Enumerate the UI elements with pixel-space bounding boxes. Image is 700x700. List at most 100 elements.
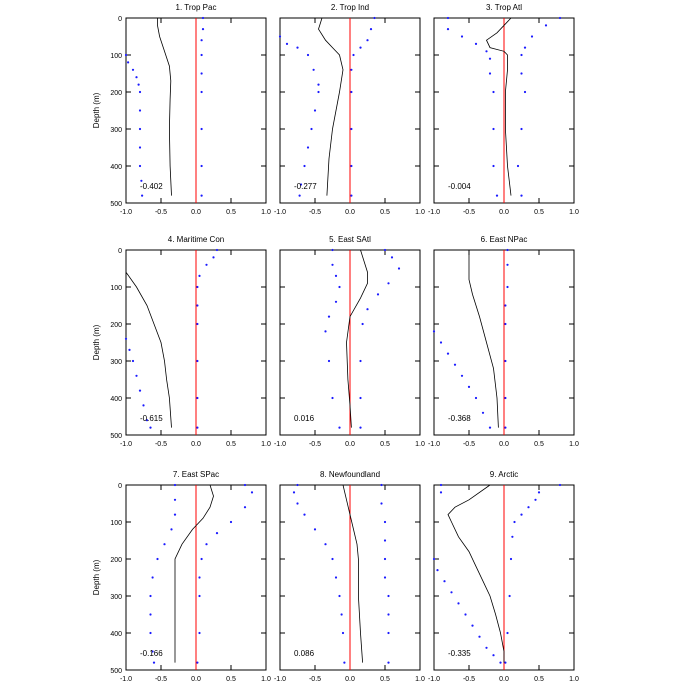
dot-left: [443, 580, 446, 583]
y-tick-label: 400: [110, 164, 122, 171]
dot-left: [303, 164, 306, 168]
panel-title: 4. Maritime Con: [168, 235, 224, 244]
dot-right: [196, 304, 199, 307]
dot-right: [504, 322, 507, 326]
dot-right: [390, 256, 394, 259]
dot-right: [373, 16, 376, 20]
dot-right: [504, 426, 507, 429]
dot-left: [334, 300, 338, 303]
dot-right: [196, 322, 199, 326]
dot-right: [383, 520, 387, 524]
dot-left: [173, 498, 177, 501]
dot-left: [145, 419, 149, 422]
dot-left: [278, 35, 282, 38]
dot-right: [361, 322, 364, 326]
dot-left: [128, 348, 131, 351]
dot-left: [173, 513, 177, 516]
dot-left: [317, 90, 320, 94]
x-tick-label: 0.0: [499, 676, 509, 683]
dot-left: [149, 594, 152, 598]
dot-left: [131, 68, 135, 71]
dot-left: [338, 426, 341, 429]
dot-left: [142, 404, 145, 407]
x-tick-label: 0.0: [345, 441, 355, 448]
dot-left: [296, 46, 299, 49]
dot-left: [446, 28, 450, 31]
dot-right: [359, 396, 362, 400]
x-tick-label: 0.5: [380, 209, 390, 216]
dot-right: [520, 53, 523, 57]
x-tick-label: 0.5: [226, 441, 236, 448]
dot-right: [504, 661, 507, 664]
panel-2: 2. Trop Ind -1.0 -0.5 0.0 0.5 1.0 -0.277: [274, 3, 425, 216]
dot-left: [138, 146, 142, 149]
dot-right: [506, 285, 509, 289]
panel-5: 5. East SAtl -1.0 -0.5 0.0 0.5 1.0 0.016: [274, 235, 425, 448]
dot-left: [317, 83, 320, 86]
dot-right: [350, 68, 353, 71]
series-line: [346, 249, 368, 428]
dot-right: [383, 557, 387, 561]
y-axis-label: Depth (m): [92, 92, 101, 128]
x-tick-label: 1.0: [569, 676, 579, 683]
series-line: [485, 17, 512, 196]
dot-right: [387, 613, 390, 616]
panel-title: 9. Arctic: [490, 470, 518, 479]
x-tick-label: 1.0: [415, 441, 425, 448]
dot-right: [558, 16, 562, 20]
x-tick-label: 0.0: [191, 209, 201, 216]
dot-right: [504, 396, 507, 400]
dot-left: [152, 661, 156, 664]
x-tick-label: 0.0: [191, 676, 201, 683]
dot-left: [474, 396, 478, 400]
y-tick-label: 400: [110, 631, 122, 638]
dot-left: [331, 263, 334, 266]
dot-right: [383, 539, 387, 542]
x-tick-label: 0.5: [380, 441, 390, 448]
panel-value-label: -0.004: [448, 182, 471, 191]
y-tick-label: 100: [110, 53, 122, 60]
x-tick-label: -1.0: [274, 209, 286, 216]
dot-left: [495, 194, 499, 197]
x-tick-label: -0.5: [155, 676, 167, 683]
y-tick-label: 300: [110, 127, 122, 134]
dot-right: [530, 35, 534, 38]
dot-left: [140, 179, 143, 182]
panel-value-label: -0.166: [140, 649, 163, 658]
dot-right: [506, 263, 509, 266]
dot-left: [439, 341, 443, 344]
panel-title: 8. Newfoundland: [320, 470, 380, 479]
dot-left: [460, 35, 464, 38]
dot-right: [200, 72, 203, 75]
y-tick-label: 500: [110, 668, 122, 675]
dot-right: [387, 594, 390, 598]
dot-right: [243, 506, 247, 509]
y-tick-label: 400: [110, 396, 122, 403]
dot-left: [138, 389, 142, 392]
dot-right: [516, 164, 520, 168]
x-tick-label: 0.0: [345, 676, 355, 683]
dot-right: [520, 72, 523, 75]
dot-right: [359, 359, 362, 363]
dot-left: [488, 72, 492, 75]
x-tick-label: -1.0: [120, 676, 132, 683]
dot-left: [285, 42, 289, 46]
dot-left: [131, 359, 135, 363]
panel-8: 8. Newfoundland -1.0 -0.5 0.0 0.5 1.0 0.086: [274, 470, 425, 683]
dot-left: [474, 42, 478, 46]
x-tick-label: -0.5: [463, 441, 475, 448]
x-tick-label: -1.0: [428, 676, 440, 683]
dot-left: [492, 90, 495, 94]
dot-left: [471, 624, 474, 627]
dot-right: [200, 194, 203, 197]
y-tick-label: 300: [110, 359, 122, 366]
dot-left: [341, 631, 345, 635]
dot-right: [383, 248, 387, 252]
dot-right: [350, 90, 353, 94]
dot-right: [200, 164, 203, 168]
dot-left: [460, 374, 464, 377]
x-tick-label: -0.5: [309, 676, 321, 683]
dot-left: [124, 53, 128, 57]
dot-left: [306, 53, 310, 57]
series-line: [318, 17, 344, 196]
